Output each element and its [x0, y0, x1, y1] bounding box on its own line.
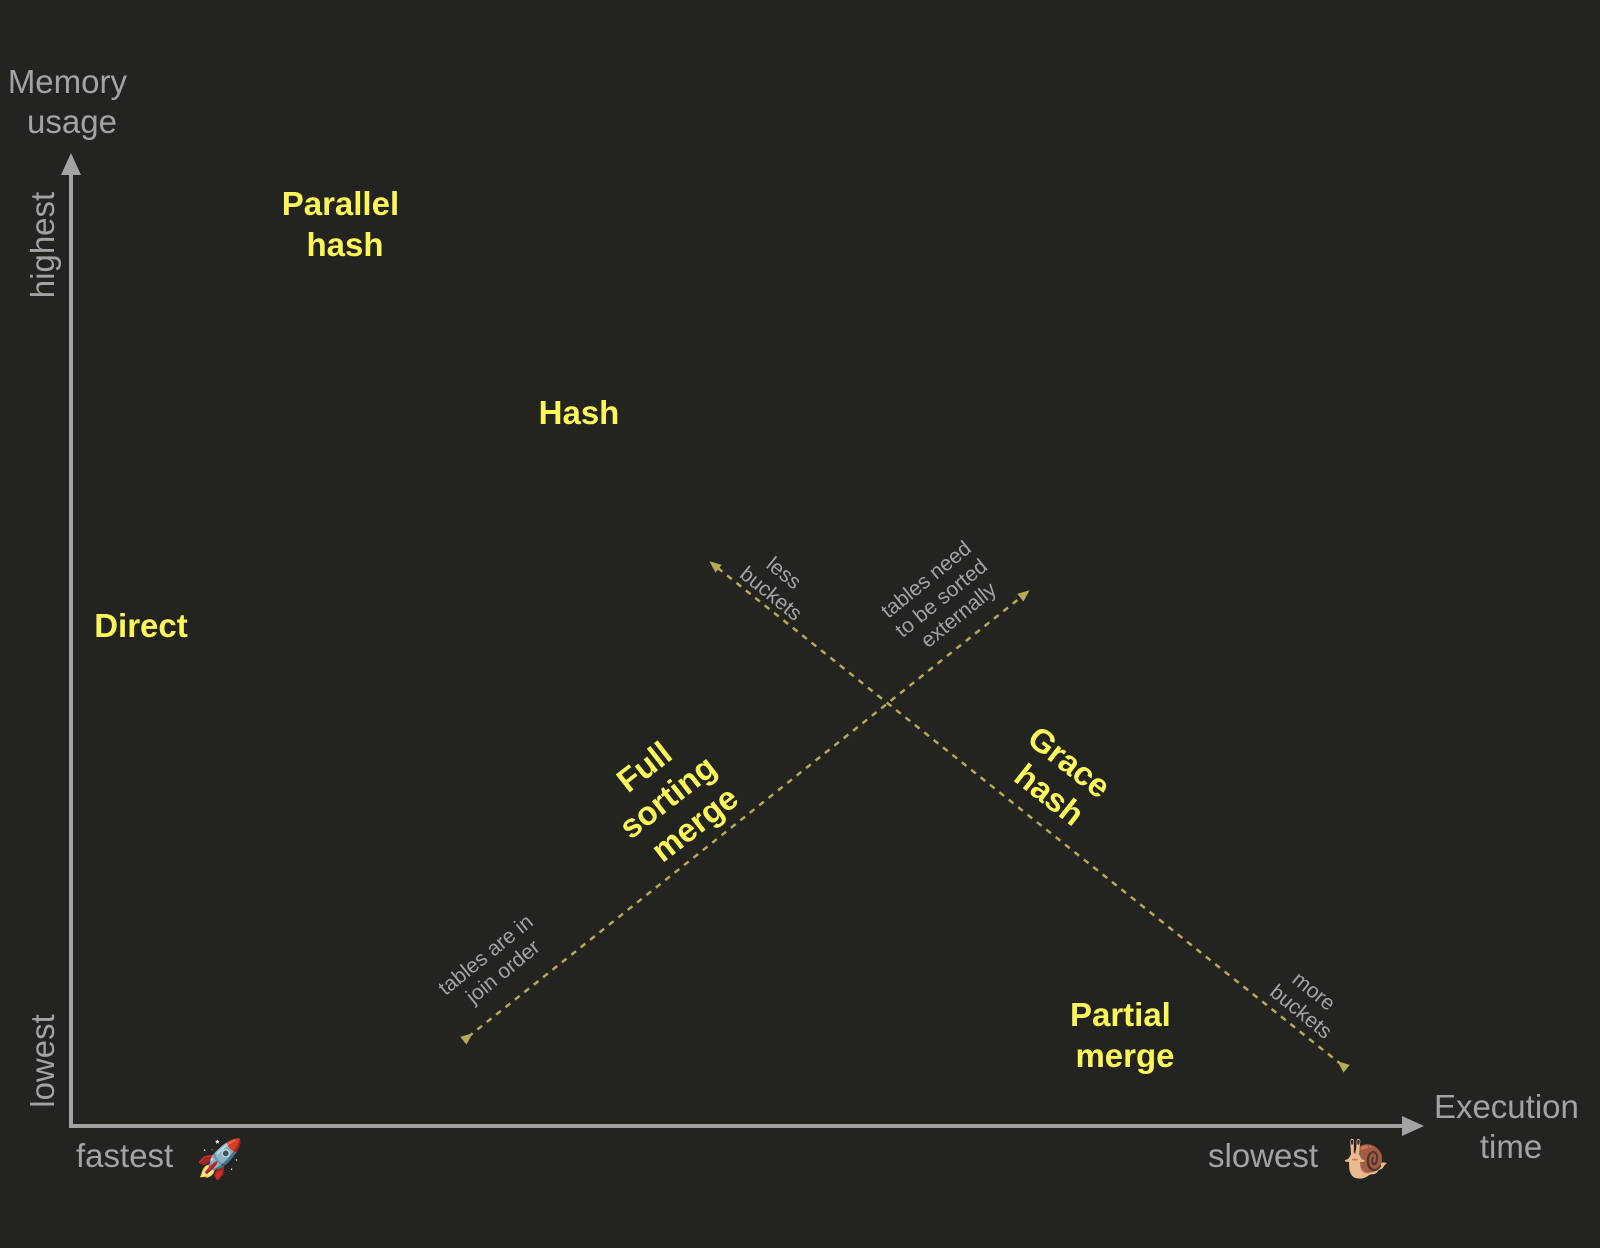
y-axis-title-line2: usage	[27, 103, 117, 140]
parallel-hash-label: Parallel hash	[282, 185, 409, 263]
snail-icon: 🐌	[1342, 1137, 1389, 1181]
rocket-icon: 🚀	[196, 1137, 243, 1181]
more-buckets-note: more buckets	[1265, 962, 1351, 1044]
x-fast-label: fastest	[76, 1137, 173, 1174]
x-axis-title-line1: Execution	[1434, 1088, 1579, 1125]
y-axis-arrowhead	[61, 153, 81, 175]
less-buckets-note: less buckets	[735, 544, 821, 626]
partial-merge-label: Partial merge	[1070, 996, 1180, 1074]
join-order-note: tables are in join order	[434, 907, 557, 1019]
x-axis-title-line2: time	[1480, 1128, 1542, 1165]
x-axis-arrowhead	[1402, 1116, 1424, 1136]
grace-hash-label: Grace hash	[998, 718, 1125, 840]
direct-label: Direct	[94, 607, 188, 644]
y-high-label: highest	[24, 192, 61, 298]
x-axis-title: Execution time	[1434, 1088, 1588, 1165]
grace-hash-trend-arrow	[709, 561, 1350, 1073]
x-slow-label: slowest	[1208, 1137, 1318, 1174]
y-axis-title: Memory usage	[8, 63, 136, 140]
full-sorting-merge-label: Full sorting merge	[589, 712, 754, 876]
full-sorting-merge-trend-arrow	[460, 590, 1030, 1045]
y-low-label: lowest	[24, 1014, 61, 1108]
sorted-externally-note: tables need to be sorted externally	[876, 532, 1011, 661]
y-axis-title-line1: Memory	[8, 63, 128, 100]
hash-label: Hash	[539, 394, 620, 431]
